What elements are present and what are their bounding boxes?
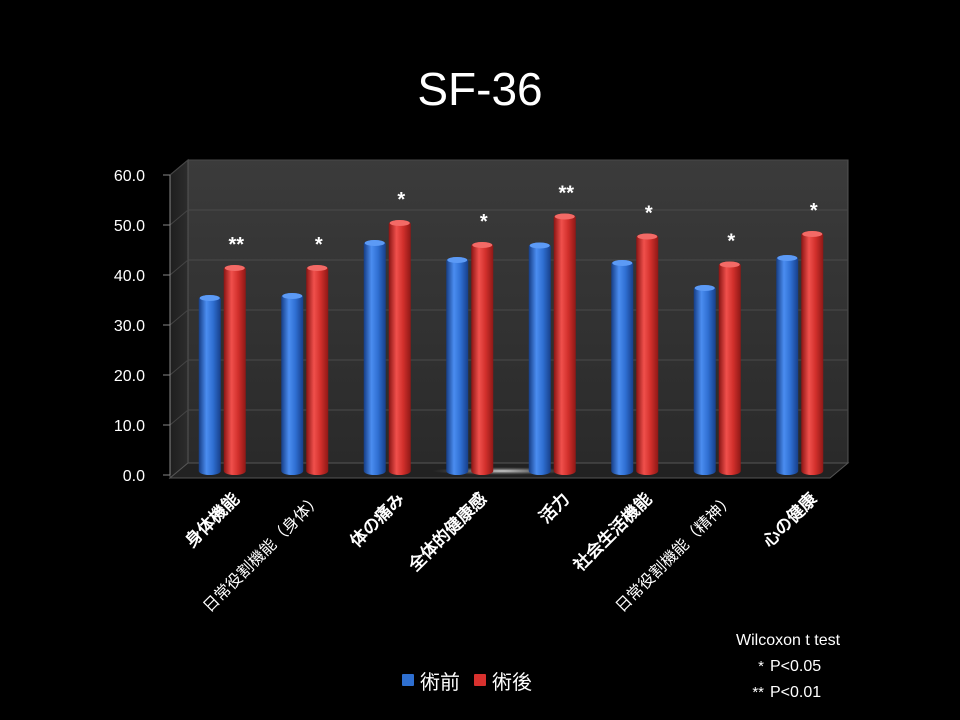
- bar-postop: [801, 231, 824, 475]
- bar-cap: [199, 295, 220, 301]
- bar-preop: [611, 260, 634, 475]
- significance-mark: *: [397, 189, 405, 211]
- bar-preop: [198, 295, 221, 475]
- bar-postop: [388, 220, 411, 475]
- significance-symbol: *: [758, 658, 764, 675]
- y-tick-label: 20.0: [114, 368, 145, 385]
- bar-postop: [636, 233, 659, 475]
- significance-mark: *: [810, 200, 818, 222]
- x-tick-label: 心の健康: [758, 488, 822, 552]
- significance-mark: *: [727, 231, 735, 253]
- bar-cap: [694, 285, 715, 291]
- bar-cap: [389, 220, 410, 226]
- gridline-side: [169, 359, 189, 376]
- significance-label: P<0.01: [770, 684, 822, 701]
- gridline-side: [169, 159, 189, 176]
- legend: 術前 術後: [402, 666, 532, 694]
- y-tick-label: 10.0: [114, 418, 145, 435]
- bar-postop: [553, 213, 576, 475]
- bar-preop: [363, 240, 386, 475]
- x-tick-label: 身体機能: [181, 489, 244, 552]
- significance-mark: *: [480, 211, 488, 233]
- bar-cap: [554, 213, 575, 220]
- y-tick-label: 0.0: [123, 468, 145, 485]
- significance-mark: *: [645, 203, 653, 225]
- legend-item-postop: 術後: [474, 666, 532, 695]
- significance-mark: **: [228, 234, 244, 256]
- x-tick-label: 社会生活機能: [569, 489, 657, 577]
- bar-cap: [364, 240, 385, 246]
- bar-cap: [637, 233, 658, 240]
- bar-preop: [281, 293, 304, 475]
- bar-cap: [224, 265, 245, 271]
- significance-label: P<0.05: [770, 658, 822, 675]
- plot-area: 0.010.020.030.040.050.060.0 ** ******** 身…: [114, 158, 850, 616]
- gridline-side: [169, 259, 189, 276]
- bars: [198, 213, 824, 475]
- legend-label-postop: 術後: [492, 669, 532, 694]
- stats-note: Wilcoxon t test * P<0.05 ** P<0.01: [736, 628, 840, 706]
- bar-cap: [472, 242, 493, 248]
- gridline-side: [169, 309, 189, 326]
- stats-note-row: * P<0.05: [736, 654, 840, 680]
- x-tick-label: 全体的健康感: [404, 489, 492, 577]
- bar-postop: [471, 242, 494, 475]
- slide-title: SF-36: [417, 63, 543, 115]
- bar-cap: [282, 293, 303, 299]
- y-tick-label: 30.0: [114, 318, 145, 335]
- legend-swatch-postop: [474, 674, 486, 686]
- bar-cap: [529, 242, 550, 249]
- bar-preop: [693, 285, 716, 475]
- side-wall: [169, 158, 189, 480]
- bar-postop: [718, 261, 741, 475]
- stats-note-row: ** P<0.01: [736, 680, 840, 706]
- y-tick-label: 40.0: [114, 268, 145, 285]
- legend-label-preop: 術前: [420, 669, 460, 694]
- bar-cap: [612, 260, 633, 266]
- bar-cap: [719, 261, 740, 268]
- stats-note-title: Wilcoxon t test: [736, 632, 841, 649]
- bar-preop: [528, 242, 551, 475]
- gridline-side: [169, 409, 189, 426]
- bar-preop: [776, 255, 799, 475]
- bar-cap: [777, 255, 798, 261]
- significance-mark: **: [558, 183, 574, 205]
- legend-item-preop: 術前: [402, 666, 460, 695]
- bar-postop: [306, 265, 329, 475]
- bar-postop: [223, 265, 246, 475]
- significance-symbol: **: [752, 684, 764, 701]
- x-tick-label: 活力: [535, 489, 574, 528]
- bar-cap: [802, 231, 823, 237]
- bar-cap: [447, 257, 468, 263]
- significance-mark: *: [315, 234, 323, 256]
- y-tick-label: 60.0: [114, 168, 145, 185]
- y-axis: 0.0 10.0 20.0 30.0 40.0 50.0 60.0: [114, 168, 171, 485]
- gridline-side: [169, 209, 189, 226]
- x-tick-label: 体の痛み: [346, 489, 409, 552]
- bar-cap: [307, 265, 328, 271]
- y-tick-label: 50.0: [114, 218, 145, 235]
- significance-marks: ** ********: [228, 183, 817, 257]
- bar-preop: [446, 257, 469, 475]
- legend-swatch-preop: [402, 674, 414, 686]
